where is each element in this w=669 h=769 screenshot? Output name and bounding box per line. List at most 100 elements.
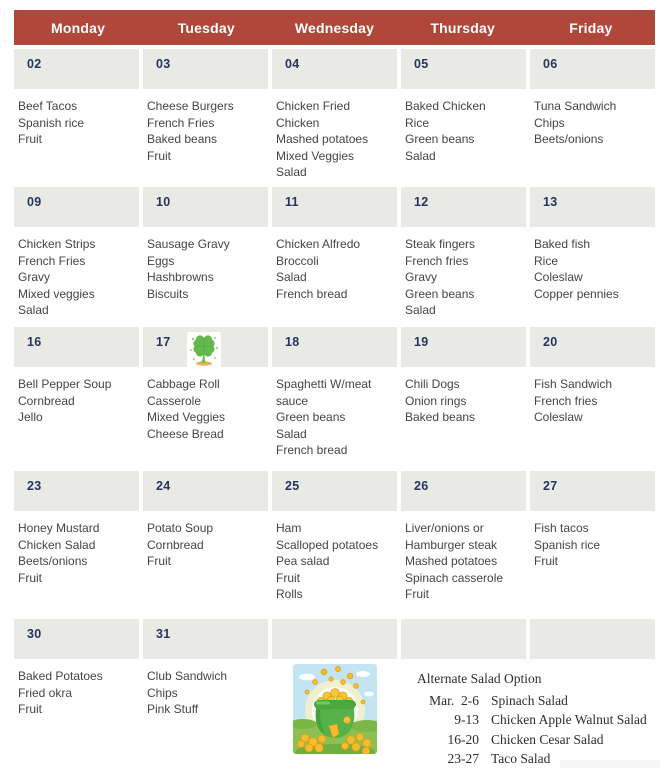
date-cell-empty-thu (401, 619, 526, 659)
weekday-monday: Monday (51, 19, 106, 36)
date-cell-10: 10 (143, 187, 268, 227)
pot-of-gold-image (292, 664, 377, 754)
date-number: 10 (156, 195, 171, 209)
date-number: 30 (27, 627, 42, 641)
menu-cell-12: Steak fingers French fries Gravy Green b… (405, 237, 476, 318)
date-number: 25 (285, 479, 300, 493)
weekday-tuesday: Tuesday (177, 19, 235, 36)
date-cell-04: 04 (272, 49, 397, 89)
weekday-thursday: Thursday (430, 19, 495, 36)
pot-of-gold-cell (272, 659, 397, 769)
date-cell-18: 18 (272, 327, 397, 367)
date-number: 23 (27, 479, 42, 493)
date-number: 04 (285, 57, 300, 71)
page-edge-strip (560, 760, 660, 768)
menu-cell-17: Cabbage Roll Casserole Mixed Veggies Che… (147, 377, 226, 441)
date-number: 12 (414, 195, 429, 209)
date-number: 02 (27, 57, 42, 71)
date-cell-31: 31 (143, 619, 268, 659)
date-cell-16: 16 (14, 327, 139, 367)
date-cell-13: 13 (530, 187, 655, 227)
date-cell-26: 26 (401, 471, 526, 511)
menu-cell-04: Chicken Fried Chicken Mashed potatoes Mi… (276, 99, 369, 180)
menu-cell-25: Ham Scalloped potatoes Pea salad Fruit R… (276, 521, 379, 602)
date-number: 19 (414, 335, 429, 349)
date-number: 03 (156, 57, 171, 71)
alternate-salad-title: Alternate Salad Option (417, 671, 542, 686)
menu-row-week4: Honey Mustard Chicken Salad Beets/onions… (14, 511, 655, 615)
date-row-week1: 02 03 04 05 06 (14, 49, 655, 89)
date-number: 13 (543, 195, 558, 209)
date-cell-23: 23 (14, 471, 139, 511)
alternate-salad-list: Mar. 2-6 Spinach Salad 9-13 Chicken Appl… (417, 691, 655, 769)
menu-cell-16: Bell Pepper Soup Cornbread Jello (18, 377, 112, 425)
menu-cell-09: Chicken Strips French Fries Gravy Mixed … (18, 237, 96, 318)
date-cell-25: 25 (272, 471, 397, 511)
menu-cell-30: Baked Potatoes Fried okra Fruit (18, 669, 103, 717)
date-cell-05: 05 (401, 49, 526, 89)
menu-cell-19: Chili Dogs Onion rings Baked beans (405, 377, 476, 425)
date-cell-empty-wed (272, 619, 397, 659)
date-row-week3: 16 17 (14, 327, 655, 368)
menu-cell-03: Cheese Burgers French Fries Baked beans … (147, 99, 234, 163)
menu-cell-11: Chicken Alfredo Broccoli Salad French br… (276, 237, 361, 301)
date-row-week4: 23 24 25 26 27 (14, 471, 655, 511)
menu-cell-24: Potato Soup Cornbread Fruit (147, 521, 214, 569)
menu-cell-27: Fish tacos Spanish rice Fruit (534, 521, 601, 569)
menu-row-week3: Bell Pepper Soup Cornbread Jello Cabbage… (14, 367, 655, 467)
date-number: 05 (414, 57, 429, 71)
menu-cell-10: Sausage Gravy Eggs Hashbrowns Biscuits (147, 237, 230, 301)
four-leaf-clover-icon (186, 332, 221, 368)
date-cell-20: 20 (530, 327, 655, 367)
weekday-header-row: Monday Tuesday Wednesday Thursday Friday (14, 10, 655, 45)
date-number: 20 (543, 335, 558, 349)
date-cell-12: 12 (401, 187, 526, 227)
date-number: 17 (156, 335, 171, 349)
date-number: 26 (414, 479, 429, 493)
date-number: 16 (27, 335, 42, 349)
salad-name: Chicken Apple Walnut Salad (491, 712, 647, 728)
menu-cell-18: Spaghetti W/meat sauce Green beans Salad… (276, 377, 372, 458)
date-number: 31 (156, 627, 171, 641)
menu-cell-05: Baked Chicken Rice Green beans Salad (405, 99, 486, 163)
date-cell-27: 27 (530, 471, 655, 511)
date-number: 27 (543, 479, 558, 493)
date-cell-11: 11 (272, 187, 397, 227)
menu-row-week1: Beef Tacos Spanish rice Fruit Cheese Bur… (14, 89, 655, 183)
date-number: 24 (156, 479, 171, 493)
menu-cell-20: Fish Sandwich French fries Coleslaw (534, 377, 613, 425)
date-cell-02: 02 (14, 49, 139, 89)
menu-cell-06: Tuna Sandwich Chips Beets/onions (534, 99, 617, 147)
salad-range: Mar. 2-6 (429, 692, 479, 708)
salad-name: Chicken Cesar Salad (491, 731, 604, 747)
menu-cell-23: Honey Mustard Chicken Salad Beets/onions… (18, 521, 100, 585)
date-cell-09: 09 (14, 187, 139, 227)
menu-row-week2: Chicken Strips French Fries Gravy Mixed … (14, 227, 655, 323)
menu-cell-31: Club Sandwich Chips Pink Stuff (147, 669, 228, 717)
salad-range: 23-27 (447, 751, 480, 767)
weekday-friday: Friday (569, 19, 613, 36)
date-cell-19: 19 (401, 327, 526, 367)
date-number: 09 (27, 195, 42, 209)
date-number: 11 (285, 195, 299, 209)
salad-name: Spinach Salad (491, 692, 568, 708)
date-row-week5: 30 31 (14, 619, 655, 659)
lunch-menu-calendar: Monday Tuesday Wednesday Thursday Friday… (14, 10, 655, 769)
weekday-wednesday: Wednesday (294, 19, 375, 36)
date-cell-30: 30 (14, 619, 139, 659)
alternate-salad-note: Alternate Salad Option Mar. 2-6 Spinach … (401, 659, 655, 769)
date-number: 06 (543, 57, 558, 71)
salad-name: Taco Salad (491, 751, 551, 767)
salad-range: 9-13 (454, 712, 479, 728)
menu-cell-02: Beef Tacos Spanish rice Fruit (18, 99, 85, 147)
date-cell-06: 06 (530, 49, 655, 89)
date-number: 18 (285, 335, 300, 349)
salad-range: 16-20 (447, 731, 480, 747)
date-cell-17: 17 (143, 327, 268, 368)
menu-cell-13: Baked fish Rice Coleslaw Copper pennies (534, 237, 619, 301)
date-row-week2: 09 10 11 12 13 (14, 187, 655, 227)
menu-row-week5: Baked Potatoes Fried okra Fruit Club San… (14, 659, 655, 769)
date-cell-empty-fri (530, 619, 655, 659)
date-cell-03: 03 (143, 49, 268, 89)
date-cell-24: 24 (143, 471, 268, 511)
